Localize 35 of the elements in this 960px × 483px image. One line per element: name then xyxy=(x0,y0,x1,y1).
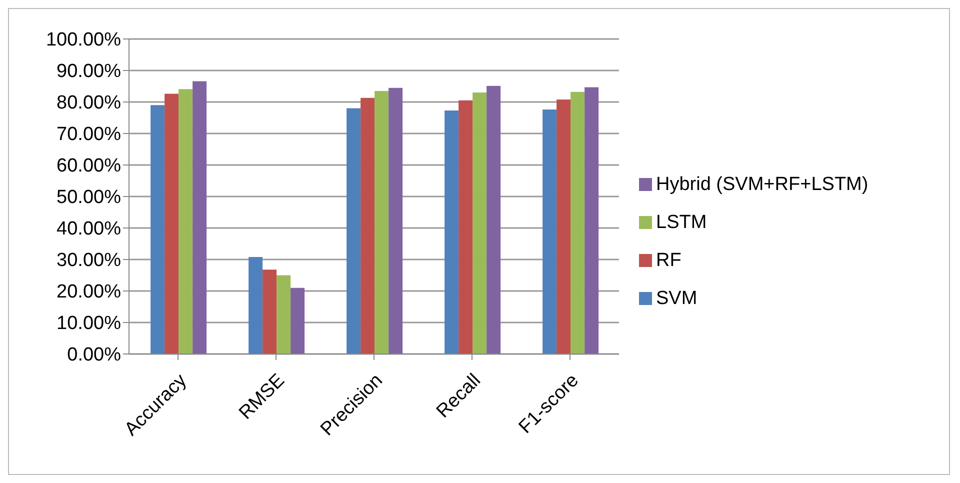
y-tick-label: 80.00% xyxy=(56,92,122,114)
bar xyxy=(458,100,473,354)
y-tick-label: 60.00% xyxy=(56,156,122,177)
legend-label: SVM xyxy=(656,288,698,308)
legend-label: RF xyxy=(656,250,682,270)
bar xyxy=(360,98,375,354)
bar xyxy=(276,275,291,354)
legend-label: Hybrid (SVM+RF+LSTM) xyxy=(656,174,868,194)
y-tick-label: 90.00% xyxy=(56,61,122,82)
y-tick-label: 0.00% xyxy=(67,344,122,366)
bar xyxy=(262,270,277,354)
y-tick-label: 40.00% xyxy=(56,218,122,240)
bar xyxy=(346,108,361,354)
bar xyxy=(542,110,557,354)
y-tick-label: 10.00% xyxy=(56,313,122,334)
bar xyxy=(472,92,487,354)
y-tick-label: 20.00% xyxy=(56,282,122,303)
bar xyxy=(444,110,459,354)
bar xyxy=(178,89,193,354)
bar xyxy=(150,105,165,354)
bar xyxy=(290,288,305,354)
bar xyxy=(192,81,207,354)
bar xyxy=(248,256,263,354)
bar xyxy=(556,99,571,354)
legend-label: LSTM xyxy=(656,212,707,232)
bar xyxy=(164,94,179,354)
y-tick-label: 70.00% xyxy=(56,124,122,146)
y-tick-label: 50.00% xyxy=(56,187,122,208)
bar xyxy=(584,87,599,354)
bar xyxy=(570,92,585,354)
y-tick-label: 30.00% xyxy=(56,250,122,272)
y-tick-label: 100.00% xyxy=(46,30,122,51)
bar xyxy=(388,88,403,354)
bar xyxy=(486,86,501,354)
bar xyxy=(374,90,389,354)
